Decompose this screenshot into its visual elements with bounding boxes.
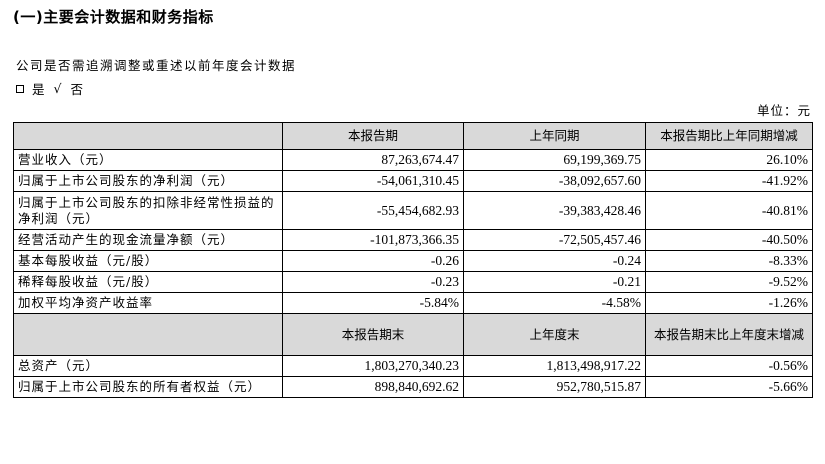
current-value: -0.26 <box>282 250 464 272</box>
table-row: 归属于上市公司股东的净利润（元） -54,061,310.45 -38,092,… <box>13 170 813 192</box>
current-value: -101,873,366.35 <box>282 229 464 251</box>
section-title: (一)主要会计数据和财务指标 <box>13 8 214 26</box>
prior-value: -0.24 <box>463 250 646 272</box>
table-row: 加权平均净资产收益率 -5.84% -4.58% -1.26% <box>13 292 813 314</box>
table-row: 基本每股收益（元/股） -0.26 -0.24 -8.33% <box>13 250 813 272</box>
change-value: -41.92% <box>645 170 813 192</box>
row-label: 总资产（元） <box>13 355 283 377</box>
change-value: -0.56% <box>645 355 813 377</box>
prior-value: 952,780,515.87 <box>463 376 646 398</box>
header-current-period: 本报告期 <box>282 122 464 150</box>
header-current-period-end: 本报告期末 <box>282 313 464 356</box>
table-row: 经营活动产生的现金流量净额（元） -101,873,366.35 -72,505… <box>13 229 813 251</box>
current-value: 898,840,692.62 <box>282 376 464 398</box>
restatement-answer: 是 √ 否 <box>16 79 92 98</box>
header-blank <box>13 122 283 150</box>
prior-value: -39,383,428.46 <box>463 191 646 230</box>
row-label: 稀释每股收益（元/股） <box>13 271 283 293</box>
change-value: -40.50% <box>645 229 813 251</box>
prior-value: -4.58% <box>463 292 646 314</box>
financial-indicators-table: 本报告期 上年同期 本报告期比上年同期增减 营业收入（元） 87,263,674… <box>13 122 813 398</box>
row-label: 归属于上市公司股东的扣除非经常性损益的净利润（元） <box>13 191 283 230</box>
header-blank <box>13 313 283 356</box>
change-value: -40.81% <box>645 191 813 230</box>
table-header-row: 本报告期 上年同期 本报告期比上年同期增减 <box>13 122 813 150</box>
table-row: 归属于上市公司股东的所有者权益（元） 898,840,692.62 952,78… <box>13 376 813 398</box>
no-label: 否 <box>70 82 84 97</box>
prior-value: -72,505,457.46 <box>463 229 646 251</box>
change-value: -9.52% <box>645 271 813 293</box>
unit-label: 单位：元 <box>756 103 811 118</box>
check-mark-icon: √ <box>53 81 63 96</box>
prior-value: 1,813,498,917.22 <box>463 355 646 377</box>
prior-value: -38,092,657.60 <box>463 170 646 192</box>
row-label: 归属于上市公司股东的净利润（元） <box>13 170 283 192</box>
yes-label: 是 <box>32 82 46 97</box>
prior-value: 69,199,369.75 <box>463 149 646 171</box>
table-row: 营业收入（元） 87,263,674.47 69,199,369.75 26.1… <box>13 149 813 171</box>
header-period-end-change: 本报告期末比上年度末增减 <box>645 313 813 356</box>
change-value: -1.26% <box>645 292 813 314</box>
current-value: -54,061,310.45 <box>282 170 464 192</box>
row-label: 归属于上市公司股东的所有者权益（元） <box>13 376 283 398</box>
header-prior-period: 上年同期 <box>463 122 646 150</box>
current-value: -55,454,682.93 <box>282 191 464 230</box>
table-header-row-period-end: 本报告期末 上年度末 本报告期末比上年度末增减 <box>13 313 813 356</box>
change-value: -5.66% <box>645 376 813 398</box>
header-change: 本报告期比上年同期增减 <box>645 122 813 150</box>
current-value: -0.23 <box>282 271 464 293</box>
row-label: 经营活动产生的现金流量净额（元） <box>13 229 283 251</box>
row-label: 加权平均净资产收益率 <box>13 292 283 314</box>
current-value: 87,263,674.47 <box>282 149 464 171</box>
row-label: 基本每股收益（元/股） <box>13 250 283 272</box>
restatement-question: 公司是否需追溯调整或重述以前年度会计数据 <box>16 58 297 73</box>
table-row: 总资产（元） 1,803,270,340.23 1,813,498,917.22… <box>13 355 813 377</box>
change-value: -8.33% <box>645 250 813 272</box>
prior-value: -0.21 <box>463 271 646 293</box>
header-prior-year-end: 上年度末 <box>463 313 646 356</box>
current-value: 1,803,270,340.23 <box>282 355 464 377</box>
current-value: -5.84% <box>282 292 464 314</box>
row-label: 营业收入（元） <box>13 149 283 171</box>
table-row: 归属于上市公司股东的扣除非经常性损益的净利润（元） -55,454,682.93… <box>13 191 813 230</box>
change-value: 26.10% <box>645 149 813 171</box>
table-row: 稀释每股收益（元/股） -0.23 -0.21 -9.52% <box>13 271 813 293</box>
yes-checkbox-icon[interactable] <box>16 85 24 93</box>
